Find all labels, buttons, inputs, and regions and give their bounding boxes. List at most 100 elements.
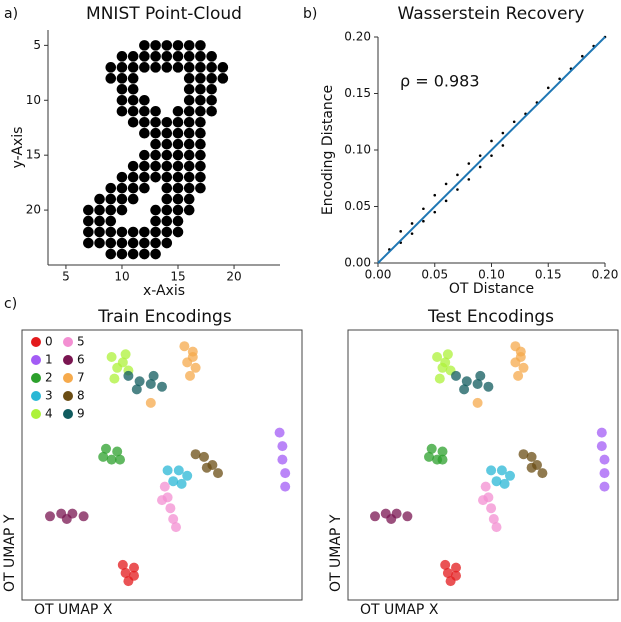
point <box>172 160 184 172</box>
point <box>150 138 161 150</box>
point <box>145 397 156 408</box>
point <box>195 160 206 172</box>
point <box>472 397 483 408</box>
point <box>491 522 502 533</box>
y-tick-label: 0.15 <box>344 86 371 100</box>
y-tick-label: 20 <box>26 203 41 217</box>
point <box>116 73 128 84</box>
legend-label: 7 <box>77 371 85 385</box>
plot-frame <box>21 329 303 601</box>
point <box>172 171 184 183</box>
point <box>150 171 161 183</box>
point <box>172 127 184 139</box>
point <box>78 511 89 522</box>
point <box>139 51 150 62</box>
y-tick-label: 0.05 <box>344 199 371 213</box>
point <box>206 83 217 95</box>
point <box>172 226 184 238</box>
point <box>491 476 502 487</box>
point <box>105 73 117 84</box>
point <box>190 362 201 373</box>
point <box>501 144 505 147</box>
point <box>105 237 117 249</box>
point <box>478 495 488 506</box>
point <box>139 226 150 238</box>
point <box>475 370 486 381</box>
point <box>386 514 397 524</box>
point <box>161 40 173 51</box>
point <box>201 462 212 473</box>
chart-panel: Train Encodings c) OT UMAP X OT UMAP Y 0 1 2 3 4… <box>2 296 303 618</box>
y-axis-label: Encoding Distance <box>320 85 336 215</box>
point <box>106 352 117 362</box>
point <box>168 476 179 487</box>
point <box>410 232 414 235</box>
point <box>168 514 179 524</box>
point <box>444 182 448 186</box>
point <box>179 341 190 352</box>
legend-label: 8 <box>77 389 85 403</box>
point <box>150 62 161 73</box>
point <box>195 149 206 161</box>
point <box>172 193 184 205</box>
point <box>139 171 150 183</box>
point <box>165 503 176 514</box>
point <box>123 576 134 587</box>
point <box>399 230 403 233</box>
point <box>195 83 206 95</box>
chart-title: MNIST Point-Cloud <box>86 4 242 24</box>
point <box>172 204 184 216</box>
point <box>483 381 494 392</box>
point <box>172 40 184 51</box>
point <box>596 427 607 438</box>
point <box>437 454 448 465</box>
point <box>172 62 184 73</box>
point <box>581 54 584 58</box>
panel-label: c) <box>4 296 17 312</box>
legend-label: 4 <box>45 407 53 421</box>
y-tick-label: 0.20 <box>344 30 371 44</box>
y-tick-label: 10 <box>26 93 41 107</box>
point <box>127 94 139 106</box>
point <box>150 248 161 260</box>
point <box>127 62 139 73</box>
point <box>444 199 448 203</box>
point <box>526 462 537 473</box>
point <box>94 226 105 238</box>
point <box>116 51 128 62</box>
point <box>486 503 497 514</box>
point <box>161 182 173 194</box>
point <box>101 443 111 454</box>
point <box>217 73 229 84</box>
point <box>422 219 425 223</box>
point <box>277 454 288 465</box>
legend-marker <box>31 409 41 419</box>
point <box>206 105 217 117</box>
point <box>402 511 413 522</box>
point <box>467 178 471 181</box>
point <box>83 204 94 216</box>
panel-label: b) <box>303 6 317 22</box>
point <box>45 511 55 522</box>
point <box>161 204 173 216</box>
point <box>150 149 161 161</box>
legend-marker <box>63 337 73 347</box>
point <box>195 73 206 84</box>
x-tick-label: 0.15 <box>535 268 562 282</box>
point <box>195 40 206 51</box>
point <box>120 349 131 360</box>
point <box>467 162 471 165</box>
point <box>195 127 206 139</box>
point <box>127 116 139 128</box>
point <box>505 470 515 481</box>
point <box>161 237 173 249</box>
point <box>499 478 510 489</box>
point <box>161 116 173 128</box>
annotation: ρ = 0.983 <box>400 72 480 91</box>
legend-marker <box>63 409 73 419</box>
point <box>490 154 493 157</box>
point <box>459 384 470 395</box>
point <box>105 215 117 227</box>
point <box>183 40 195 51</box>
